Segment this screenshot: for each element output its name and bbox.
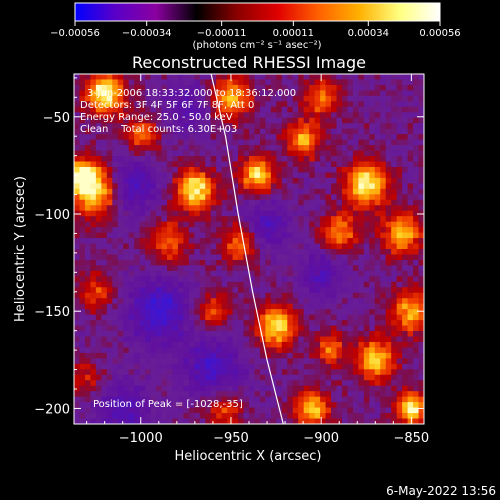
- colorbar-tick-label: 0.00034: [348, 28, 389, 39]
- info-line-detectors: Detectors: 3F 4F 5F 6F 7F 8F, Att 0: [80, 100, 254, 111]
- footer-date: 6-May-2022 13:56: [386, 484, 496, 498]
- info-line-time: 3-Jun-2006 18:33:32.000 to 18:36:12.000: [87, 88, 296, 99]
- colorbar-tick-label: −0.00056: [50, 28, 100, 39]
- x-tick-label: −950: [213, 431, 249, 446]
- colorbar-gradient: [75, 3, 440, 21]
- y-tick-label: −100: [34, 208, 70, 223]
- info-line-energy: Energy Range: 25.0 - 50.0 keV: [80, 112, 233, 123]
- colorbar-ticks: −0.00056 −0.00034 −0.00011 0.00011 0.00034 0.…: [50, 21, 461, 39]
- colorbar-tick-label: 0.00056: [419, 28, 460, 39]
- chart-title: Reconstructed RHESSI Image: [132, 53, 366, 72]
- x-tick-label: −900: [303, 431, 339, 446]
- info-annotations: 3-Jun-2006 18:33:32.000 to 18:36:12.000 …: [80, 88, 296, 410]
- colorbar-tick-label: −0.00034: [122, 28, 172, 39]
- colorbar-unit-label: (photons cm⁻² s⁻¹ asec⁻²): [192, 40, 321, 51]
- x-tick-label: −850: [394, 431, 430, 446]
- y-tick-label: −150: [34, 305, 70, 320]
- x-tick-label: −1000: [119, 431, 163, 446]
- y-axis-ticks: −50 −100 −150 −200: [34, 77, 424, 417]
- y-axis-label: Heliocentric Y (arcsec): [13, 176, 28, 322]
- colorbar: −0.00056 −0.00034 −0.00011 0.00011 0.00034 0.…: [50, 2, 461, 51]
- y-tick-label: −50: [43, 111, 70, 126]
- solar-limb-curve: [210, 74, 284, 424]
- colorbar-frame: [74, 2, 441, 22]
- plot-area: −1000 −950 −900 −850 −50 −100 −150 −200: [34, 73, 430, 446]
- peak-position-label: Position of Peak = [-1028,-35]: [93, 399, 243, 410]
- heatmap-image: [74, 74, 424, 424]
- info-line-counts: Clean Total counts: 6.30E+03: [80, 124, 237, 135]
- colorbar-tick-label: −0.00011: [197, 28, 247, 39]
- colorbar-tick-label: 0.00011: [273, 28, 314, 39]
- x-axis-label: Heliocentric X (arcsec): [175, 449, 322, 464]
- y-tick-label: −200: [34, 402, 70, 417]
- x-axis-ticks: −1000 −950 −900 −850: [86, 74, 430, 446]
